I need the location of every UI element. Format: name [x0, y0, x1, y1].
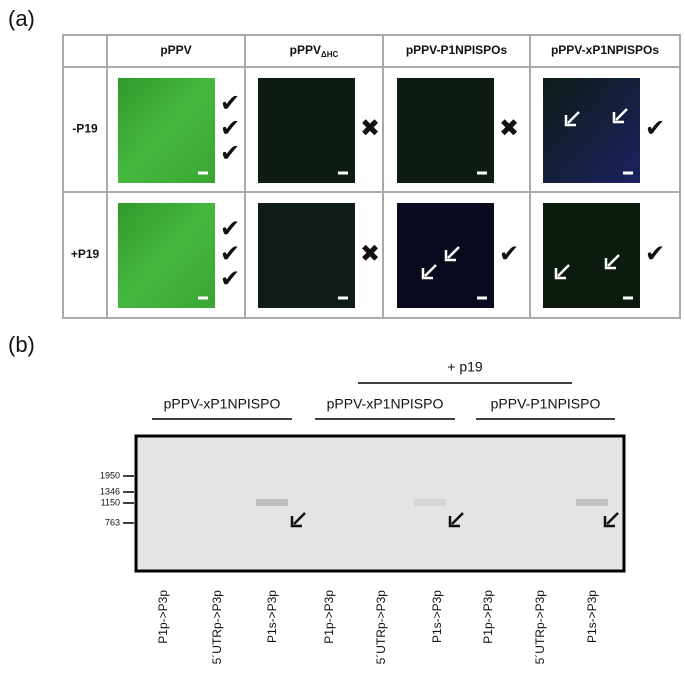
- micrograph: [543, 203, 640, 308]
- group-label: pPPV-xP1NPISPO: [164, 396, 281, 412]
- result-mark: ✖: [360, 115, 380, 142]
- marker-label: 1950: [100, 470, 120, 480]
- micrograph: [397, 78, 494, 183]
- arrow-head: [554, 268, 566, 280]
- gel: [134, 434, 626, 573]
- arrow: [451, 512, 464, 525]
- result-mark: ✔: [220, 140, 240, 167]
- row-label: +P19: [71, 247, 100, 261]
- header-text: pPPV-P1NPISPOs: [406, 43, 508, 57]
- result-mark: ✔: [220, 90, 240, 117]
- marker-label: 763: [105, 517, 120, 527]
- arrow-head: [604, 258, 616, 270]
- result-mark: ✔: [220, 215, 240, 242]
- marker-label: 1150: [101, 497, 120, 507]
- gel-band: [576, 499, 608, 506]
- arrow: [606, 512, 619, 525]
- arrow: [567, 111, 580, 124]
- arrow: [447, 246, 460, 259]
- table-border: [62, 34, 681, 319]
- column-header: pPPV: [160, 43, 191, 57]
- micrograph: [258, 78, 355, 183]
- result-mark: ✔: [220, 240, 240, 267]
- lane-label: 5´UTRp->P3p: [374, 590, 388, 665]
- panel-label: (a): [8, 6, 35, 31]
- marker-label: 1346: [100, 486, 120, 496]
- header-text: pPPV: [160, 43, 191, 57]
- column-header: pPPV-P1NPISPOs: [406, 43, 508, 57]
- lane-label: P1p->P3p: [322, 590, 336, 644]
- lane-label: P1p->P3p: [481, 590, 495, 644]
- micrograph: [543, 78, 640, 183]
- lane-label: 5´UTRp->P3p: [210, 590, 224, 665]
- arrow-head: [603, 516, 615, 528]
- arrow-head: [444, 250, 456, 262]
- arrow: [607, 254, 620, 267]
- arrow-head: [448, 516, 460, 528]
- lane-label: P1p->P3p: [156, 590, 170, 644]
- gel-band: [256, 499, 288, 506]
- result-mark: ✖: [360, 240, 380, 267]
- group-label: + p19: [447, 359, 483, 375]
- lane-label: P1s->P3p: [265, 590, 279, 643]
- group-label: pPPV-xP1NPISPO: [327, 396, 444, 412]
- arrow: [557, 264, 570, 277]
- micrograph: [118, 78, 215, 183]
- result-mark: ✔: [645, 115, 665, 142]
- column-header: pPPVΔHC: [290, 43, 339, 59]
- header-text: pPPV: [290, 43, 321, 57]
- column-header: pPPV-xP1NPISPOs: [551, 43, 659, 57]
- lane-label: P1s->P3p: [585, 590, 599, 643]
- arrow-head: [612, 112, 624, 124]
- group-label: pPPV-P1NPISPO: [491, 396, 601, 412]
- arrow-head: [564, 115, 576, 127]
- arrow-head: [421, 268, 433, 280]
- result-mark: ✖: [499, 115, 519, 142]
- panel-label: (b): [8, 332, 35, 357]
- result-mark: ✔: [645, 240, 665, 267]
- lane-label: 5´UTRp->P3p: [533, 590, 547, 665]
- arrow: [615, 108, 628, 121]
- gel-band: [414, 499, 446, 506]
- header-text: pPPV-xP1NPISPOs: [551, 43, 659, 57]
- result-mark: ✔: [499, 240, 519, 267]
- header-subscript: ΔHC: [321, 50, 339, 59]
- row-label: -P19: [72, 122, 98, 136]
- micrograph: [258, 203, 355, 308]
- arrow: [293, 512, 306, 525]
- result-mark: ✔: [220, 115, 240, 142]
- arrow-head: [290, 516, 302, 528]
- lane-label: P1s->P3p: [430, 590, 444, 643]
- micrograph: [118, 203, 215, 308]
- arrow: [424, 264, 437, 277]
- result-mark: ✔: [220, 265, 240, 292]
